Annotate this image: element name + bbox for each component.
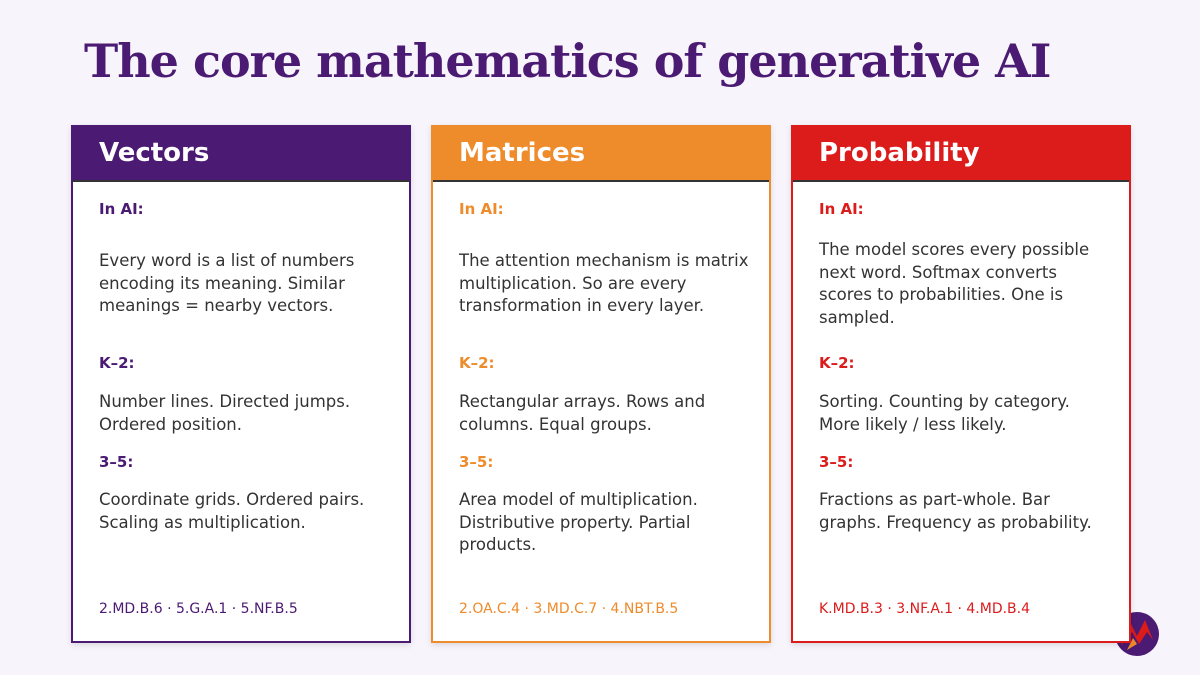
section-label: 3–5: bbox=[819, 453, 854, 471]
section-label: In AI: bbox=[99, 200, 144, 218]
section-text: Coordinate grids. Ordered pairs. Scaling… bbox=[99, 490, 365, 532]
card: Matrices In AI: The attention mechanism is… bbox=[431, 125, 771, 643]
section-text: Every word is a list of numbers encoding… bbox=[99, 251, 355, 315]
section-text: Fractions as part-whole. Bar graphs. Fre… bbox=[819, 490, 1092, 532]
section-text: Area model of multiplication. Distributi… bbox=[459, 490, 698, 554]
card-heading: Vectors bbox=[73, 127, 409, 182]
card: Probability In AI: The model scores every … bbox=[791, 125, 1131, 643]
section-text: The attention mechanism is matrix multip… bbox=[459, 251, 749, 315]
section-label: In AI: bbox=[819, 200, 864, 218]
standards: K.MD.B.3 · 3.NF.A.1 · 4.MD.B.4 bbox=[819, 601, 1031, 617]
card-heading: Probability bbox=[793, 127, 1129, 182]
section-label: In AI: bbox=[459, 200, 504, 218]
section-text: Sorting. Counting by category. More like… bbox=[819, 392, 1070, 434]
standards: 2.MD.B.6 · 5.G.A.1 · 5.NF.B.5 bbox=[99, 601, 298, 617]
card: Vectors In AI: Every word is a list of num… bbox=[71, 125, 411, 643]
section-text: The model scores every possible next wor… bbox=[819, 240, 1090, 327]
section-label: 3–5: bbox=[99, 453, 134, 471]
title: The core mathematics of generative AI bbox=[84, 34, 1051, 88]
section-label: K–2: bbox=[99, 354, 135, 372]
section-text: Rectangular arrays. Rows and columns. Eq… bbox=[459, 392, 706, 434]
section-text: Number lines. Directed jumps. Ordered po… bbox=[99, 392, 351, 434]
standards: 2.OA.C.4 · 3.MD.C.7 · 4.NBT.B.5 bbox=[459, 601, 679, 617]
card-heading: Matrices bbox=[433, 127, 769, 182]
section-label: K–2: bbox=[819, 354, 855, 372]
section-label: K–2: bbox=[459, 354, 495, 372]
section-label: 3–5: bbox=[459, 453, 494, 471]
